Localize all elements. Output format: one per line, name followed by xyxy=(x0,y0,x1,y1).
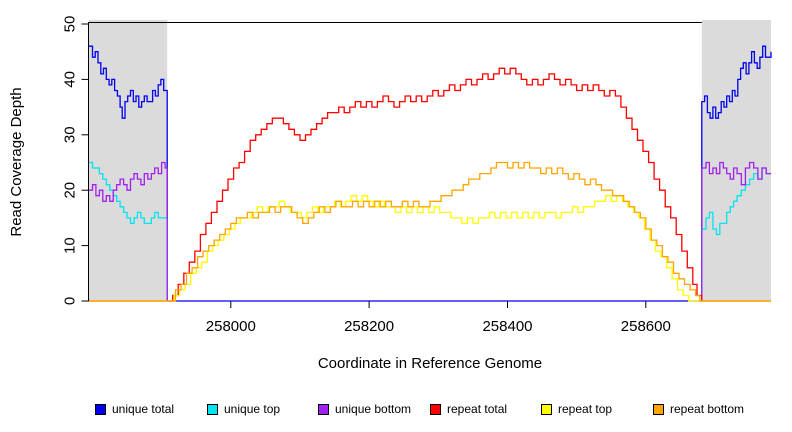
legend-item-repeat-bottom: repeat bottom xyxy=(653,401,744,417)
series-line-repeat-total xyxy=(89,67,771,302)
legend-item-unique-top: unique top xyxy=(207,401,280,417)
series-line-repeat-bottom xyxy=(89,161,771,302)
y-axis-title: Read Coverage Depth xyxy=(8,87,25,237)
x-tick-label: 258000 xyxy=(206,318,256,335)
legend-label-repeat-top: repeat top xyxy=(558,402,613,416)
series-line-unique-bottom xyxy=(89,161,771,301)
legend-item-repeat-total: repeat total xyxy=(430,401,507,417)
legend-label-repeat-total: repeat total xyxy=(447,402,508,416)
x-tick-label: 258400 xyxy=(482,318,532,335)
series-line-unique-total xyxy=(89,45,772,302)
x-axis-title: Coordinate in Reference Genome xyxy=(317,355,543,372)
legend-label-unique-total: unique total xyxy=(112,402,175,416)
legend: unique total unique top unique bottom repea… xyxy=(0,401,792,421)
legend-swatch-unique-bottom xyxy=(318,403,329,415)
legend-label-unique-bottom: unique bottom xyxy=(335,402,412,416)
legend-item-unique-total: unique total xyxy=(95,401,174,417)
legend-label-repeat-bottom: repeat bottom xyxy=(670,402,745,416)
legend-item-repeat-top: repeat top xyxy=(541,401,612,417)
flank-region-right xyxy=(701,20,771,301)
flank-region-left xyxy=(89,20,168,301)
y-tick-label: 20 xyxy=(62,182,79,199)
x-tick-label: 258200 xyxy=(344,318,394,335)
y-tick-label: 40 xyxy=(62,71,79,88)
y-tick-label: 50 xyxy=(62,16,79,33)
legend-swatch-repeat-top xyxy=(541,403,552,415)
legend-item-unique-bottom: unique bottom xyxy=(318,401,411,417)
legend-swatch-repeat-total xyxy=(430,403,441,415)
legend-swatch-unique-total xyxy=(95,403,106,415)
x-tick-label: 258600 xyxy=(621,318,671,335)
y-tick-label: 0 xyxy=(62,297,79,305)
legend-swatch-repeat-bottom xyxy=(653,403,664,415)
legend-label-unique-top: unique top xyxy=(224,402,281,416)
series-line-repeat-top xyxy=(89,195,771,302)
y-tick-label: 30 xyxy=(62,126,79,143)
y-tick-label: 10 xyxy=(62,237,79,254)
legend-swatch-unique-top xyxy=(207,403,218,415)
